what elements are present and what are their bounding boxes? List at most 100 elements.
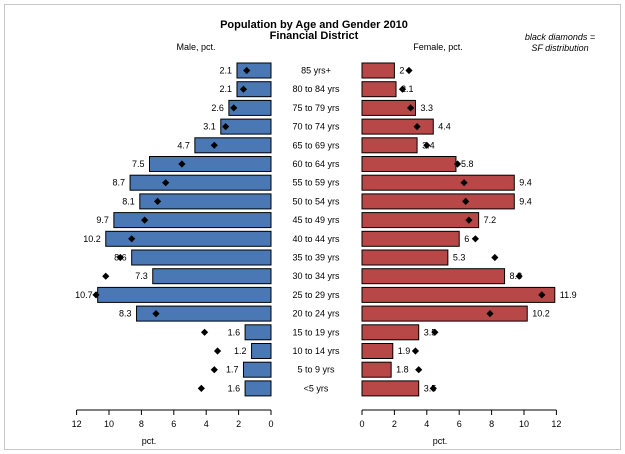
male-x-tick-label: 12 <box>72 419 82 429</box>
female-sf-diamond <box>429 384 437 392</box>
diamond-note-line-1: black diamonds = <box>525 32 595 42</box>
male-bar <box>105 230 272 247</box>
male-bar <box>242 361 272 378</box>
male-sf-diamond <box>213 347 222 355</box>
female-bar <box>361 230 460 247</box>
age-label: 35 to 39 yrs <box>292 253 340 263</box>
male-value-label: 2.6 <box>211 103 224 113</box>
male-sf-diamond <box>239 85 248 93</box>
male-bar <box>228 99 272 116</box>
male-value-label: 3.1 <box>203 122 216 132</box>
female-bar <box>361 62 395 79</box>
male-value-label: 7.5 <box>132 159 145 169</box>
female-value-label: 5.3 <box>453 253 466 263</box>
female-bar <box>361 249 449 266</box>
male-bar <box>97 286 272 303</box>
male-value-label: 9.7 <box>96 215 109 225</box>
male-bar <box>244 324 272 341</box>
male-x-tick-label: 4 <box>204 419 209 429</box>
female-sf-diamond <box>486 310 494 318</box>
female-value-label: 10.2 <box>532 309 550 319</box>
female-sf-diamond <box>431 328 439 336</box>
male-sf-diamond <box>152 310 160 318</box>
male-sf-diamond <box>178 160 186 168</box>
age-label: 15 to 19 yrs <box>292 327 340 337</box>
male-sf-diamond <box>141 216 149 224</box>
female-bar <box>361 324 420 341</box>
age-label: 60 to 64 yrs <box>292 159 340 169</box>
female-x-axis-label: pct. <box>433 436 448 446</box>
male-sf-diamond <box>162 179 170 187</box>
female-value-label: 11.9 <box>560 290 577 300</box>
age-label: 65 to 69 yrs <box>292 140 340 150</box>
female-bar <box>361 174 515 191</box>
female-bar <box>361 118 434 135</box>
female-sf-diamond <box>398 85 407 93</box>
female-bar <box>361 380 420 397</box>
male-sf-diamond <box>102 272 110 280</box>
male-panel-label: Male, pct. <box>176 42 215 52</box>
female-value-label: 2.1 <box>401 84 414 94</box>
age-label: 55 to 59 yrs <box>292 178 340 188</box>
male-value-label: 8.1 <box>122 196 135 206</box>
female-x-tick-label: 10 <box>519 419 529 429</box>
male-sf-diamond <box>210 366 218 374</box>
female-sf-diamond <box>453 160 462 168</box>
female-sf-diamond <box>413 123 421 131</box>
female-bar <box>361 212 480 229</box>
male-bar <box>236 81 272 98</box>
age-label: 25 to 29 yrs <box>292 290 340 300</box>
chart-title: Population by Age and Gender 2010 <box>220 19 408 31</box>
female-value-label: 1.8 <box>396 365 409 375</box>
male-x-tick-label: 2 <box>236 419 241 429</box>
male-sf-diamond <box>128 235 136 243</box>
male-value-label: 8.3 <box>119 309 132 319</box>
age-label: 40 to 44 yrs <box>292 234 340 244</box>
male-value-label: 1.7 <box>226 365 239 375</box>
male-sf-diamond <box>210 141 218 149</box>
female-bar <box>361 343 394 359</box>
female-sf-diamond <box>538 291 546 299</box>
male-bar <box>113 212 272 229</box>
age-label: 50 to 54 yrs <box>292 196 340 206</box>
male-bar <box>149 156 272 172</box>
female-sf-diamond <box>405 66 413 75</box>
age-label: 70 to 74 yrs <box>292 122 340 132</box>
male-bar <box>236 62 272 79</box>
female-bar <box>361 193 515 210</box>
female-panel-label: Female, pct. <box>413 42 463 52</box>
female-bar <box>361 81 397 98</box>
female-value-label: 3.3 <box>420 103 433 113</box>
male-x-tick-label: 6 <box>171 419 176 429</box>
female-sf-diamond <box>423 141 431 149</box>
male-sf-diamond <box>92 291 100 299</box>
male-bar <box>131 249 272 266</box>
male-x-tick-label: 8 <box>139 419 144 429</box>
female-value-label: 4.4 <box>438 122 451 132</box>
female-sf-diamond <box>465 216 473 224</box>
male-x-tick-label: 10 <box>104 419 114 429</box>
male-sf-diamond <box>116 253 124 262</box>
female-value-label: 3.5 <box>424 327 437 337</box>
male-bar <box>220 118 272 135</box>
age-label: 45 to 49 yrs <box>292 215 340 225</box>
female-sf-diamond <box>515 272 523 280</box>
female-value-label: 7.2 <box>484 215 497 225</box>
male-x-axis-label: pct. <box>142 436 157 446</box>
male-value-label: 1.6 <box>228 383 241 393</box>
male-sf-diamond <box>243 66 251 75</box>
female-bar <box>361 286 556 303</box>
female-value-label: 1.9 <box>398 346 411 356</box>
age-label: <5 yrs <box>304 383 329 393</box>
male-bar <box>129 174 272 191</box>
female-bar <box>361 156 457 172</box>
female-bar <box>361 99 416 116</box>
female-bar <box>361 361 392 378</box>
male-bar <box>136 305 272 322</box>
age-label: 80 to 84 yrs <box>292 84 340 94</box>
female-bar <box>361 137 418 154</box>
female-x-tick-label: 4 <box>424 419 429 429</box>
male-sf-diamond <box>154 197 162 205</box>
female-value-label: 2 <box>399 66 404 76</box>
